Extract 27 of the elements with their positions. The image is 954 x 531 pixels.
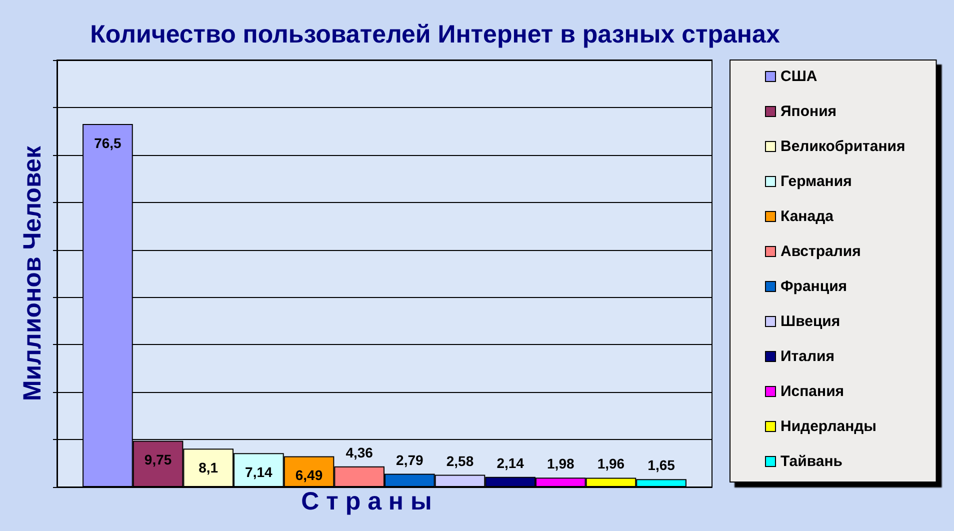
legend-label: Великобритания — [780, 138, 906, 155]
data-label: 2,58 — [446, 452, 474, 469]
data-label: 9,75 — [144, 452, 172, 468]
legend-label: Италия — [780, 348, 834, 365]
legend-label: Германия — [780, 173, 852, 190]
data-label: 2,79 — [396, 452, 424, 468]
legend-label: Япония — [780, 103, 837, 120]
data-label: 1,65 — [648, 457, 676, 474]
x-axis-title: С т р а н ы — [301, 488, 432, 516]
chart-title: Количество пользователей Интернет в разных странах — [90, 20, 780, 48]
legend-label: Нидерланды — [780, 418, 876, 435]
data-label: 7,14 — [245, 464, 273, 480]
data-label: 4,36 — [346, 444, 374, 460]
legend-label: Канада — [780, 208, 834, 225]
data-label: 2,14 — [496, 454, 524, 471]
data-label: 76,5 — [94, 135, 122, 152]
legend-label: Австралия — [780, 243, 861, 260]
data-label: 8,1 — [198, 460, 218, 476]
legend-label: Тайвань — [780, 453, 842, 470]
legend-label: Испания — [780, 383, 844, 400]
legend-label: Швеция — [780, 313, 840, 330]
data-label: 1,98 — [547, 456, 574, 472]
legend-label: США — [780, 68, 818, 85]
data-label: 1,96 — [597, 456, 625, 472]
y-axis-title: Миллионов Человек — [18, 146, 46, 402]
data-label: 6,49 — [295, 467, 323, 484]
legend-label: Франция — [780, 278, 848, 295]
